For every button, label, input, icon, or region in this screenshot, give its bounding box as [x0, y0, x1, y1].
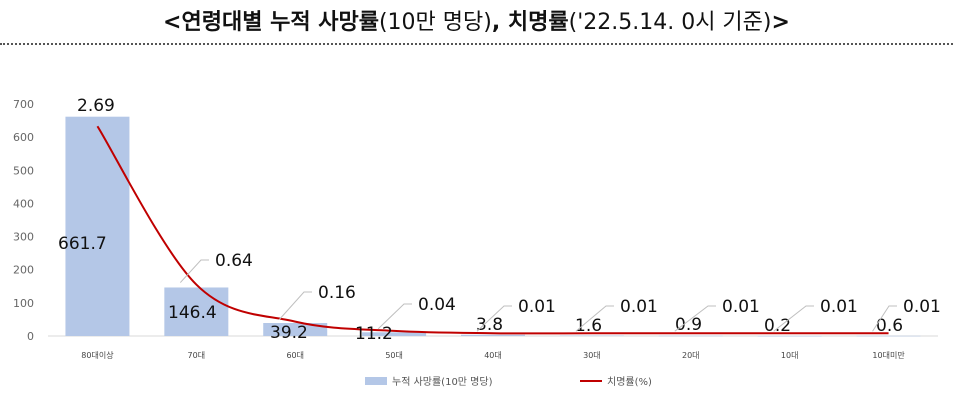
rate-value-label: 2.69	[77, 96, 115, 116]
rate-value-label: 0.01	[903, 297, 941, 317]
bar	[757, 335, 822, 337]
x-tick-label: 70대	[188, 351, 206, 360]
bar-value-label: 0.9	[675, 315, 702, 335]
bar-value-label: 1.6	[575, 316, 602, 336]
title-divider	[0, 43, 953, 45]
rate-leader-line	[575, 305, 614, 332]
bar-value-label: 39.2	[270, 323, 308, 343]
rate-leader-line	[179, 259, 209, 283]
bar	[65, 116, 130, 336]
y-tick-label: 400	[13, 197, 34, 210]
x-tick-label: 10대	[781, 351, 799, 360]
x-tick-label: 20대	[682, 351, 700, 360]
rate-value-label: 0.01	[722, 297, 760, 317]
y-tick-label: 100	[13, 297, 34, 310]
title-unit: (10만 명당)	[378, 10, 492, 35]
rate-leader-line	[476, 305, 512, 332]
bar-value-label: 146.4	[168, 303, 217, 323]
title-fatality: 치명률	[507, 10, 569, 35]
rate-leader-line	[773, 305, 814, 332]
rate-leader-line	[674, 305, 716, 332]
x-tick-label: 60대	[286, 351, 304, 360]
rate-value-label: 0.04	[418, 295, 456, 315]
title-main: 연령대별 누적 사망률	[181, 10, 379, 35]
rate-leader-line	[278, 291, 312, 320]
rate-value-label: 0.01	[518, 297, 556, 317]
bar	[263, 323, 328, 336]
legend-line-label: 치명률(%)	[607, 376, 652, 388]
bar	[856, 335, 921, 337]
chart-title: <연령대별 누적 사망률(10만 명당), 치명률('22.5.14. 0시 기…	[0, 4, 953, 36]
rate-value-label: 0.01	[820, 297, 858, 317]
bar-value-label: 3.8	[476, 315, 503, 335]
x-tick-label: 30대	[583, 351, 601, 360]
bar-value-label: 0.6	[876, 316, 903, 336]
bar	[658, 335, 723, 337]
title-close-bracket: >	[771, 10, 790, 35]
x-tick-label: 80대이상	[81, 350, 114, 360]
bar-value-label: 0.2	[764, 316, 791, 336]
y-tick-label: 300	[13, 231, 34, 244]
y-tick-label: 0	[27, 330, 34, 343]
x-tick-label: 40대	[484, 351, 502, 360]
legend-bar-swatch	[365, 377, 387, 385]
fatality-line	[96, 125, 889, 335]
rate-value-label: 0.16	[318, 283, 356, 303]
legend-bar-label: 누적 사망률(10만 명당)	[392, 376, 493, 388]
rate-leader-line	[377, 303, 412, 330]
title-comma: ,	[491, 10, 508, 35]
title-date: ('22.5.14. 0시 기준)	[568, 10, 772, 35]
rate-value-label: 0.01	[620, 297, 658, 317]
bar	[362, 332, 427, 336]
bar	[461, 334, 525, 336]
rate-value-label: 0.64	[215, 251, 253, 271]
y-tick-label: 600	[13, 131, 34, 144]
y-tick-label: 700	[13, 98, 34, 111]
bar-value-label: 661.7	[58, 234, 107, 254]
x-tick-label: 50대	[385, 351, 403, 360]
x-tick-label: 10대미만	[872, 351, 905, 360]
title-open-bracket: <	[163, 10, 182, 35]
y-tick-label: 500	[13, 164, 34, 177]
bar	[164, 287, 229, 336]
rate-leader-line	[872, 305, 897, 332]
y-tick-label: 200	[13, 264, 34, 277]
bar-value-label: 11.2	[355, 324, 393, 344]
bar	[559, 335, 624, 336]
